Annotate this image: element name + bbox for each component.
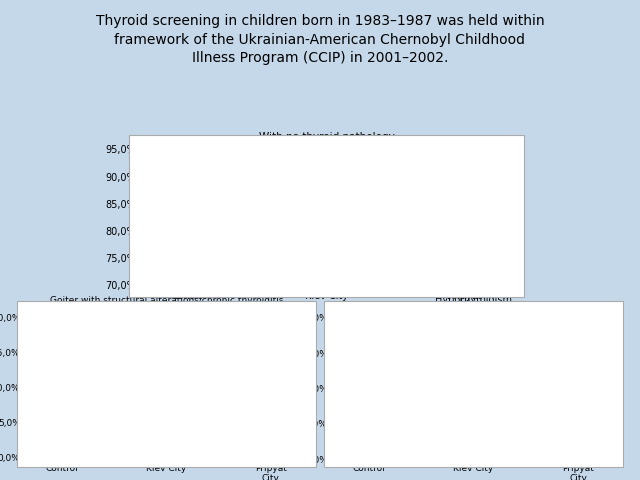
Bar	[248, 346, 294, 457]
Title: Hypothyroidism: Hypothyroidism	[435, 295, 512, 305]
Title: Goiter with structural alterations/chronic thyroiditis: Goiter with structural alterations/chron…	[50, 296, 283, 305]
Bar	[346, 431, 392, 459]
Bar	[38, 419, 85, 457]
Legend: With no thyroid
pathology: With no thyroid pathology	[412, 148, 508, 175]
Legend: Hypothyroidism: Hypothyroidism	[513, 312, 610, 328]
Bar	[157, 160, 220, 480]
Text: Thyroid screening in children born in 1983–1987 was held within
framework of the: Thyroid screening in children born in 19…	[96, 14, 544, 65]
Bar	[555, 336, 602, 459]
Title: With no thyroid pathology: With no thyroid pathology	[259, 132, 394, 142]
Bar	[433, 236, 495, 480]
Bar	[296, 188, 357, 480]
Bar	[143, 387, 190, 457]
Legend: Goiter with
structural
alterations/chronic
thyroiditis: Goiter with structural alterations/chron…	[201, 312, 303, 358]
Bar	[450, 385, 497, 459]
